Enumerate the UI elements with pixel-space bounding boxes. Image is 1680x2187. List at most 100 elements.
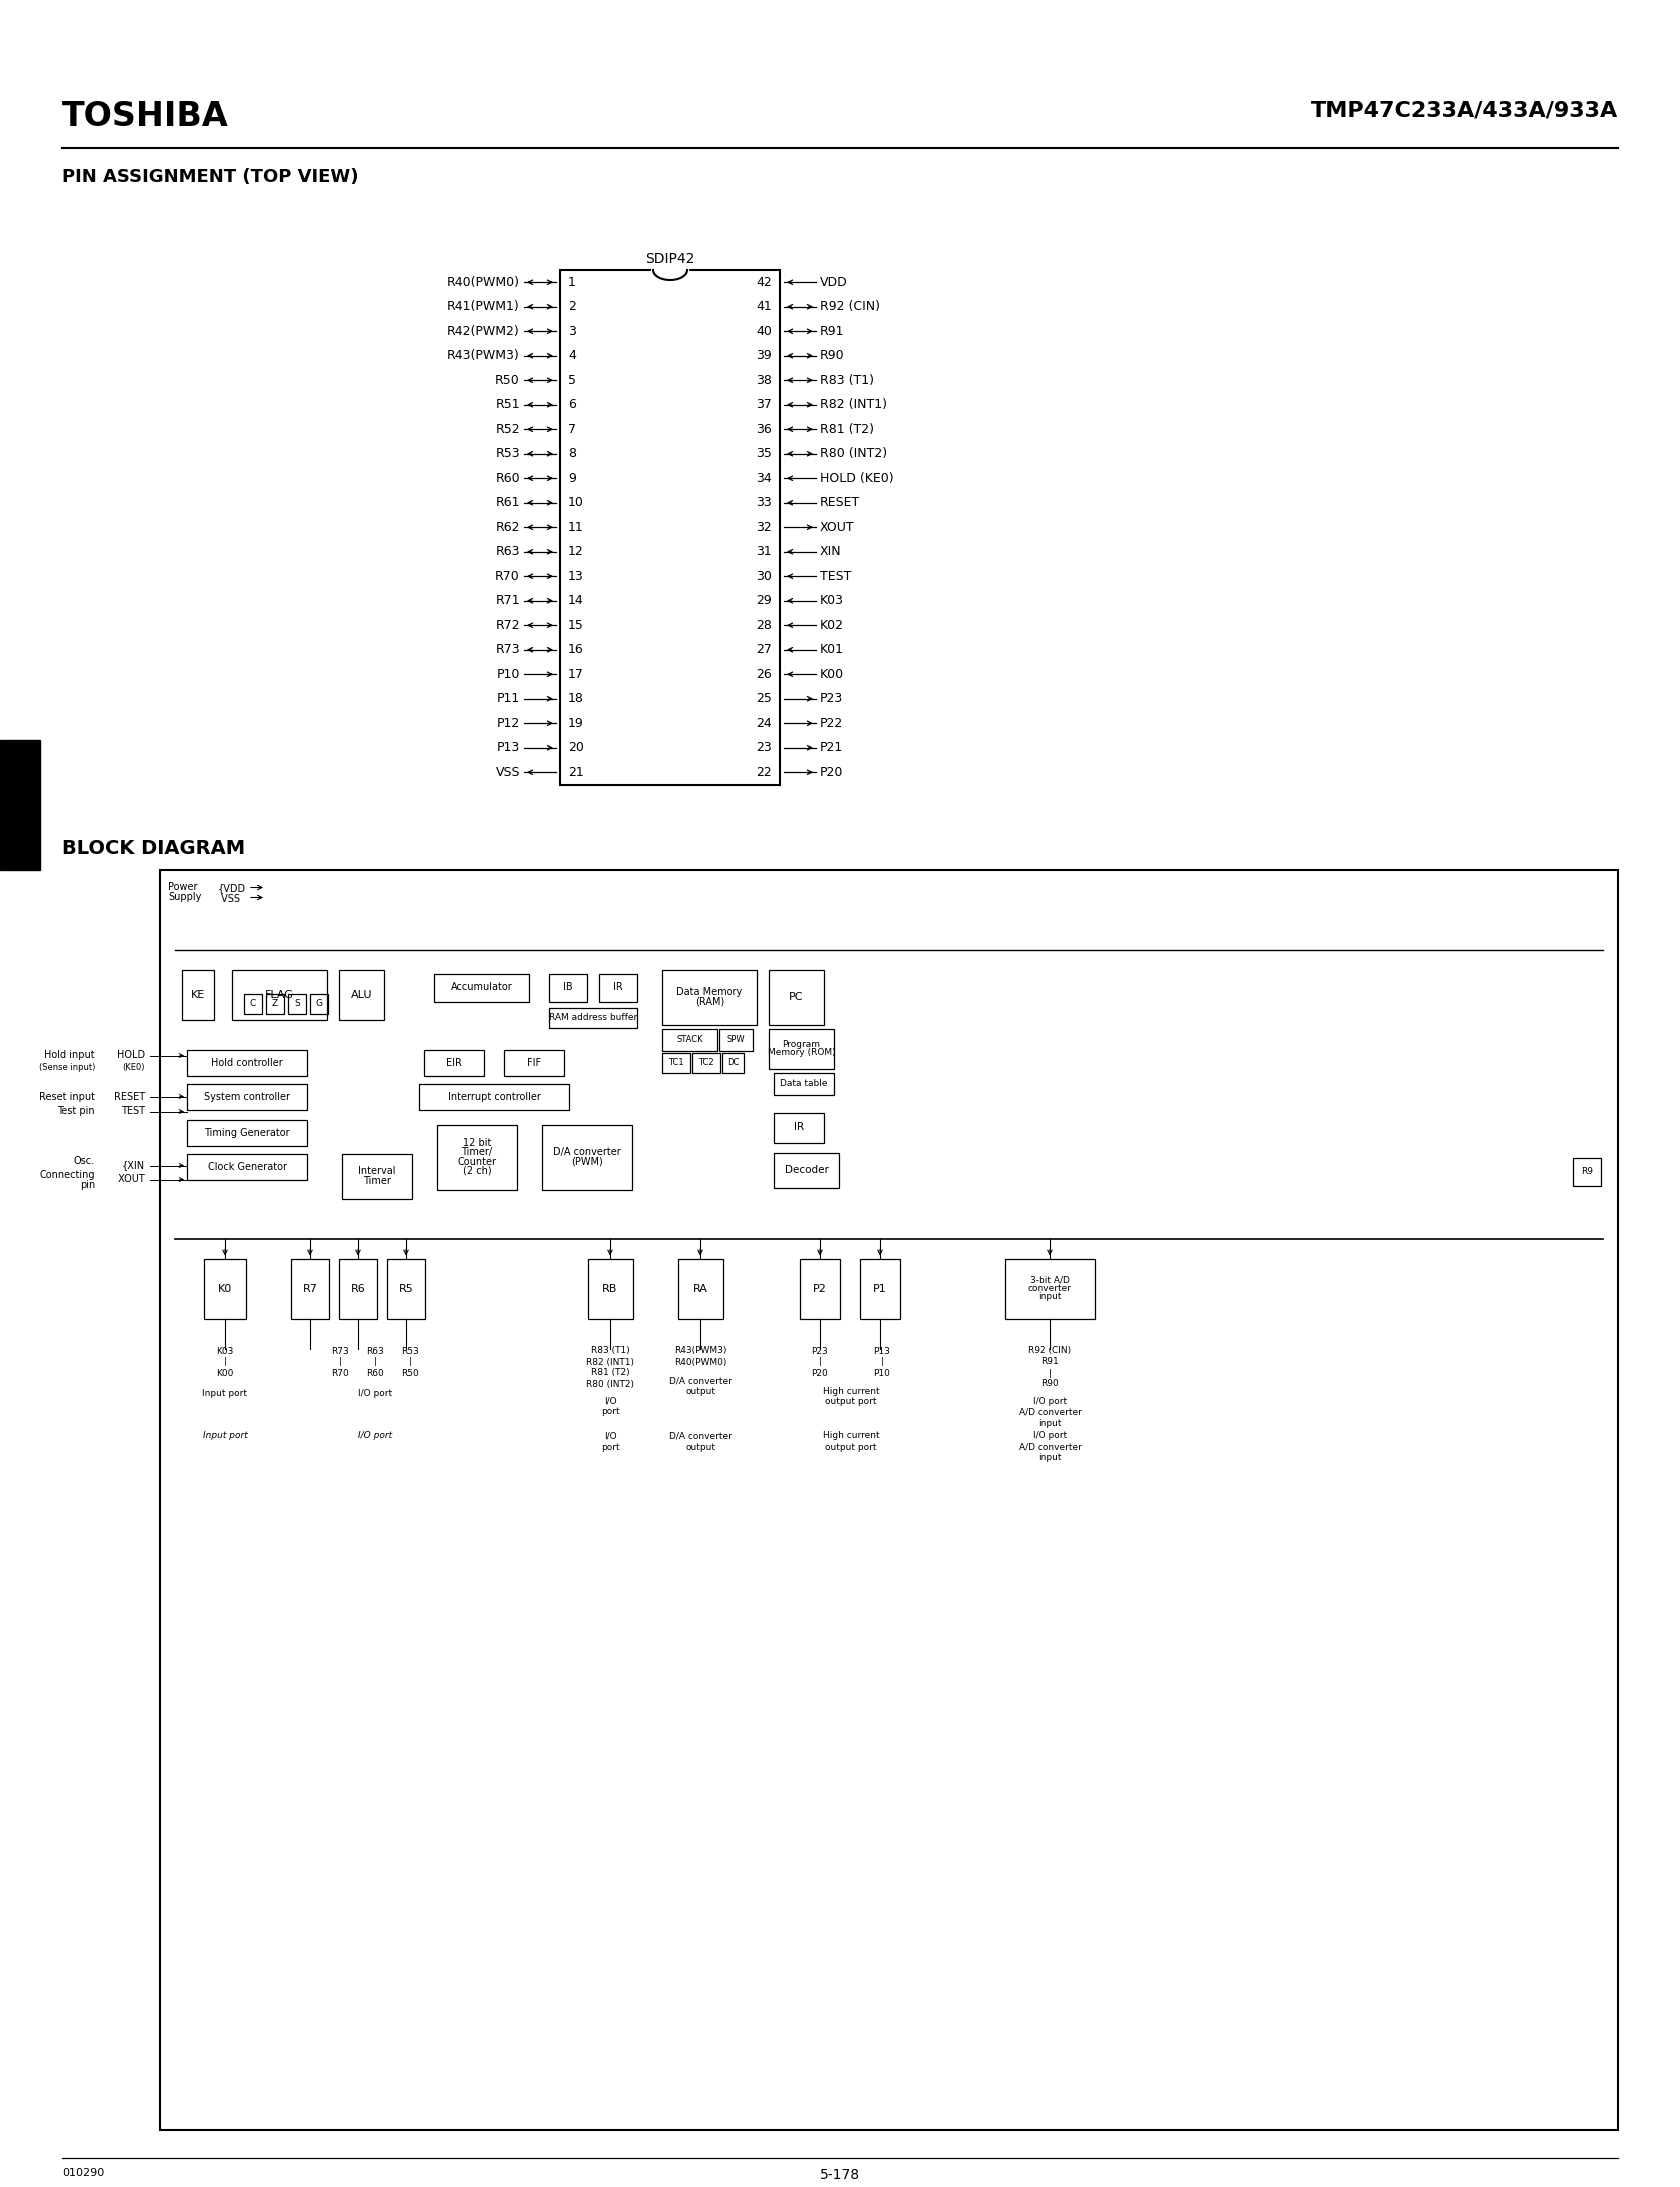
Bar <box>504 1050 564 1076</box>
Text: System controller: System controller <box>203 1091 291 1102</box>
Text: |: | <box>223 1358 227 1367</box>
Text: (RAM): (RAM) <box>696 997 724 1006</box>
Text: RAM address buffer: RAM address buffer <box>549 1013 637 1021</box>
Text: pin: pin <box>79 1181 96 1190</box>
Text: R43(PWM3): R43(PWM3) <box>447 350 521 363</box>
Text: 41: 41 <box>756 300 773 313</box>
Text: Interval: Interval <box>358 1166 396 1177</box>
Text: 23: 23 <box>756 741 773 755</box>
Bar <box>386 1258 425 1319</box>
Text: 3: 3 <box>568 324 576 337</box>
Text: 26: 26 <box>756 667 773 680</box>
Text: D/A converter: D/A converter <box>553 1148 622 1157</box>
Text: R63: R63 <box>496 545 521 558</box>
Text: R60: R60 <box>496 472 521 486</box>
Bar <box>186 1153 307 1179</box>
Bar <box>692 1052 721 1072</box>
Text: Data table: Data table <box>780 1078 828 1087</box>
Bar <box>287 993 306 1013</box>
Bar <box>311 993 328 1013</box>
Text: VSS: VSS <box>218 894 240 905</box>
Text: |: | <box>373 1358 376 1367</box>
Text: R70: R70 <box>331 1369 349 1378</box>
Text: 9: 9 <box>568 472 576 486</box>
Text: R53: R53 <box>402 1347 418 1356</box>
Text: I/O port: I/O port <box>358 1389 391 1397</box>
Bar <box>677 1258 722 1319</box>
Text: R9: R9 <box>1581 1168 1593 1177</box>
Text: 31: 31 <box>756 545 773 558</box>
Text: P13: P13 <box>874 1347 890 1356</box>
Text: I/O: I/O <box>603 1397 617 1406</box>
Text: RA: RA <box>692 1284 707 1293</box>
Text: R60: R60 <box>366 1369 383 1378</box>
Text: STACK: STACK <box>675 1034 702 1043</box>
Text: I/O port: I/O port <box>1033 1432 1067 1441</box>
Text: P20: P20 <box>811 1369 828 1378</box>
Text: 16: 16 <box>568 643 583 656</box>
Text: BLOCK DIAGRAM: BLOCK DIAGRAM <box>62 840 245 859</box>
Text: K01: K01 <box>820 643 843 656</box>
Text: R80 (INT2): R80 (INT2) <box>586 1380 633 1389</box>
Text: Osc.: Osc. <box>74 1157 96 1166</box>
Text: R92 (CIN): R92 (CIN) <box>820 300 880 313</box>
Text: R53: R53 <box>496 448 521 459</box>
Bar <box>774 1113 823 1142</box>
Text: 39: 39 <box>756 350 773 363</box>
Text: |: | <box>338 1358 341 1367</box>
Text: K0: K0 <box>218 1284 232 1293</box>
Bar <box>600 973 637 1002</box>
Bar <box>186 1050 307 1076</box>
Bar <box>719 1028 753 1050</box>
Bar <box>433 973 529 1002</box>
Bar <box>549 973 586 1002</box>
Text: TC2: TC2 <box>699 1059 714 1067</box>
Text: 13: 13 <box>568 571 583 582</box>
Text: R70: R70 <box>496 571 521 582</box>
Text: Counter: Counter <box>457 1157 497 1166</box>
Bar <box>160 870 1618 2130</box>
Text: S: S <box>294 999 299 1008</box>
Text: 11: 11 <box>568 521 583 534</box>
Text: Connecting: Connecting <box>40 1170 96 1179</box>
Text: IR: IR <box>613 982 623 993</box>
Text: R50: R50 <box>496 374 521 387</box>
Bar <box>0 739 40 870</box>
Text: 14: 14 <box>568 595 583 608</box>
Bar <box>769 1028 833 1069</box>
Text: P11: P11 <box>497 693 521 704</box>
Text: TMP47C233A/433A/933A: TMP47C233A/433A/933A <box>1310 101 1618 120</box>
Text: 18: 18 <box>568 693 585 704</box>
Text: R40(PWM0): R40(PWM0) <box>447 276 521 289</box>
Text: (KE0): (KE0) <box>123 1063 144 1072</box>
Text: 28: 28 <box>756 619 773 632</box>
Text: 21: 21 <box>568 765 583 779</box>
Text: P2: P2 <box>813 1284 827 1293</box>
Text: R43(PWM3): R43(PWM3) <box>674 1347 726 1356</box>
Text: 4: 4 <box>568 350 576 363</box>
Text: {XIN: {XIN <box>123 1161 144 1170</box>
Text: P23: P23 <box>820 693 843 704</box>
Bar <box>662 1028 717 1050</box>
Text: Timer: Timer <box>363 1177 391 1185</box>
Text: R92 (CIN): R92 (CIN) <box>1028 1347 1072 1356</box>
Text: R90: R90 <box>1042 1380 1058 1389</box>
Text: 38: 38 <box>756 374 773 387</box>
Text: XOUT: XOUT <box>820 521 855 534</box>
Text: 42: 42 <box>756 276 773 289</box>
Text: Timing Generator: Timing Generator <box>205 1128 291 1137</box>
Text: (PWM): (PWM) <box>571 1157 603 1166</box>
Text: Hold input: Hold input <box>44 1050 96 1061</box>
Text: HOLD: HOLD <box>118 1050 144 1061</box>
Text: FLAG: FLAG <box>265 989 294 999</box>
Text: TC1: TC1 <box>669 1059 684 1067</box>
Text: 35: 35 <box>756 448 773 459</box>
Text: 8: 8 <box>568 448 576 459</box>
Bar <box>437 1124 517 1190</box>
Text: 12: 12 <box>568 545 583 558</box>
Text: XOUT: XOUT <box>116 1174 144 1185</box>
Text: R91: R91 <box>1042 1358 1058 1367</box>
Text: 010290: 010290 <box>62 2167 104 2178</box>
Text: TEST: TEST <box>121 1107 144 1118</box>
Bar <box>339 969 385 1019</box>
